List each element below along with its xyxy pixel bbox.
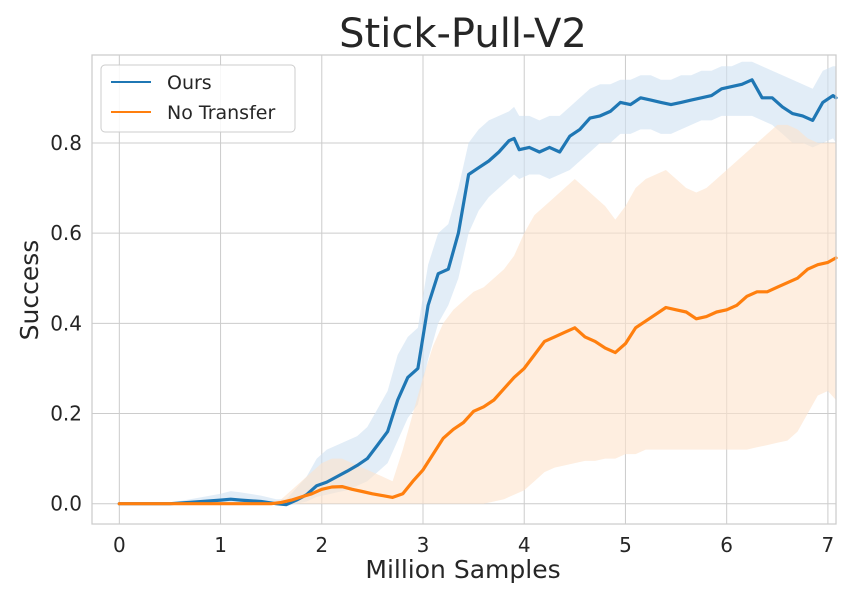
plot-frame bbox=[91, 54, 837, 525]
y-tick-labels: 0.0 0.2 0.4 0.6 0.8 bbox=[50, 131, 82, 516]
chart-title: Stick-Pull-V2 bbox=[339, 11, 587, 57]
x-tick-label: 2 bbox=[315, 533, 328, 557]
x-tick-label: 3 bbox=[417, 533, 430, 557]
y-tick-label: 0.2 bbox=[50, 402, 82, 426]
y-tick-label: 0.4 bbox=[50, 311, 82, 335]
legend-label-no-transfer: No Transfer bbox=[167, 102, 275, 124]
x-tick-label: 1 bbox=[214, 533, 227, 557]
series-lines bbox=[117, 78, 838, 507]
band-no-transfer bbox=[119, 124, 837, 504]
x-tick-label: 6 bbox=[720, 533, 733, 557]
y-tick-label: 0.8 bbox=[50, 131, 82, 155]
x-tick-label: 4 bbox=[518, 533, 531, 557]
x-tick-label: 5 bbox=[619, 533, 632, 557]
line-no-transfer bbox=[117, 256, 838, 506]
y-tick-label: 0.6 bbox=[50, 221, 82, 245]
band-ours bbox=[119, 61, 837, 507]
x-tick-label: 7 bbox=[822, 533, 835, 557]
legend-label-ours: Ours bbox=[167, 72, 212, 94]
x-tick-labels: 0 1 2 3 4 5 6 7 bbox=[113, 533, 834, 557]
y-axis-label: Success bbox=[15, 240, 44, 341]
y-tick-label: 0.0 bbox=[50, 492, 82, 516]
x-tick-label: 0 bbox=[113, 533, 126, 557]
legend: Ours No Transfer bbox=[100, 64, 296, 133]
confidence-bands bbox=[119, 61, 837, 507]
line-ours bbox=[117, 78, 838, 507]
x-axis-label: Million Samples bbox=[365, 555, 560, 584]
